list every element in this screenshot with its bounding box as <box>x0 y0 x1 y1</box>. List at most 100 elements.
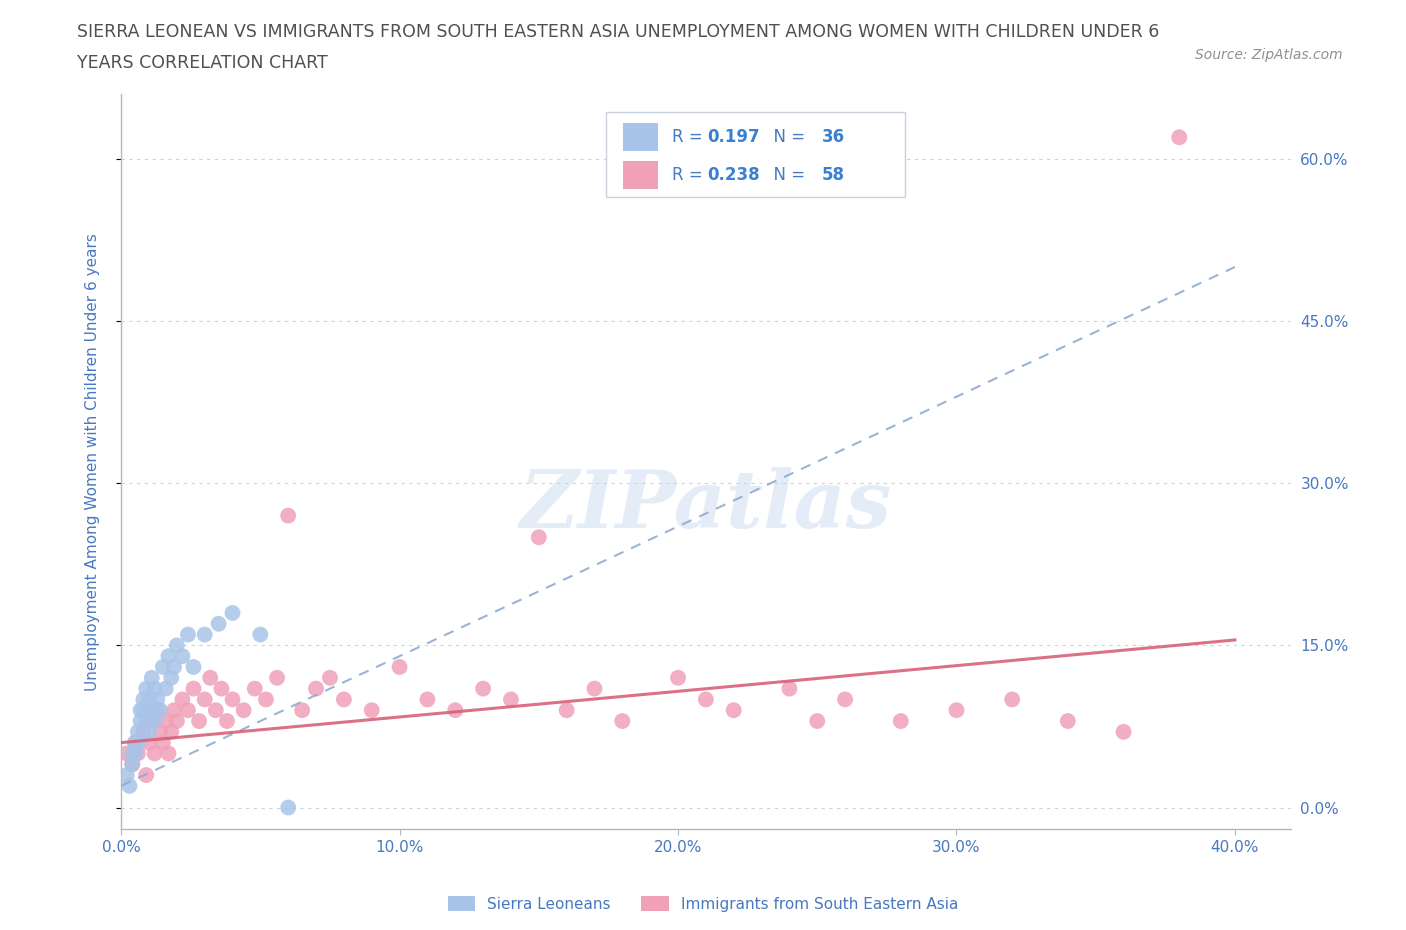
Point <box>177 627 200 642</box>
Point <box>183 681 205 696</box>
Point <box>360 703 382 718</box>
Point <box>254 692 277 707</box>
Point <box>778 681 800 696</box>
Point <box>160 724 183 739</box>
Point <box>527 530 550 545</box>
Point <box>132 703 155 718</box>
Text: 58: 58 <box>821 166 845 184</box>
Point <box>121 757 143 772</box>
Point <box>333 692 356 707</box>
Bar <box>623 123 658 151</box>
Point <box>166 713 188 728</box>
Point <box>146 703 169 718</box>
Point <box>695 692 717 707</box>
Point <box>141 713 163 728</box>
Point <box>583 681 606 696</box>
Bar <box>606 113 904 197</box>
Point <box>305 681 328 696</box>
Point <box>277 508 299 523</box>
Point <box>172 692 194 707</box>
Point <box>121 746 143 761</box>
Point <box>1001 692 1024 707</box>
Point <box>806 713 828 728</box>
Point <box>1168 130 1191 145</box>
Text: SIERRA LEONEAN VS IMMIGRANTS FROM SOUTH EASTERN ASIA UNEMPLOYMENT AMONG WOMEN WI: SIERRA LEONEAN VS IMMIGRANTS FROM SOUTH … <box>77 23 1160 41</box>
Point <box>266 671 288 685</box>
Point <box>204 703 226 718</box>
Point <box>152 736 174 751</box>
Point <box>277 800 299 815</box>
Point <box>121 757 143 772</box>
Point <box>177 703 200 718</box>
Point <box>135 767 157 782</box>
Point <box>129 703 152 718</box>
Point <box>115 746 138 761</box>
Point <box>124 736 146 751</box>
Point <box>141 671 163 685</box>
Point <box>200 671 222 685</box>
Point <box>163 703 186 718</box>
Point <box>132 724 155 739</box>
Point <box>666 671 689 685</box>
Point <box>163 659 186 674</box>
Point <box>124 736 146 751</box>
Point <box>221 605 243 620</box>
Point <box>143 746 166 761</box>
Point <box>249 627 271 642</box>
Point <box>444 703 467 718</box>
Point <box>115 767 138 782</box>
Point <box>132 692 155 707</box>
Point <box>155 681 177 696</box>
Point <box>149 724 172 739</box>
Point <box>194 692 217 707</box>
Point <box>155 713 177 728</box>
Point <box>124 746 146 761</box>
Text: Source: ZipAtlas.com: Source: ZipAtlas.com <box>1195 48 1343 62</box>
Point <box>138 736 160 751</box>
Point <box>146 692 169 707</box>
Text: R =: R = <box>672 127 709 146</box>
Point <box>890 713 912 728</box>
Point <box>209 681 232 696</box>
Point <box>207 617 229 631</box>
Legend: Sierra Leoneans, Immigrants from South Eastern Asia: Sierra Leoneans, Immigrants from South E… <box>441 890 965 918</box>
Point <box>243 681 266 696</box>
Point <box>499 692 522 707</box>
Point <box>612 713 634 728</box>
Point <box>118 778 141 793</box>
Text: YEARS CORRELATION CHART: YEARS CORRELATION CHART <box>77 54 328 72</box>
Point <box>472 681 495 696</box>
Point <box>188 713 211 728</box>
Text: ZIPatlas: ZIPatlas <box>520 467 891 544</box>
Point <box>834 692 856 707</box>
Point <box>215 713 238 728</box>
Text: N =: N = <box>763 166 810 184</box>
Point <box>141 703 163 718</box>
Point <box>138 692 160 707</box>
Point <box>723 703 745 718</box>
Point <box>183 659 205 674</box>
Point <box>143 681 166 696</box>
Point <box>555 703 578 718</box>
Text: 0.238: 0.238 <box>707 166 759 184</box>
Point <box>135 681 157 696</box>
Point <box>135 713 157 728</box>
Point <box>138 724 160 739</box>
Point <box>194 627 217 642</box>
Point <box>127 746 149 761</box>
Point <box>129 713 152 728</box>
Point <box>143 713 166 728</box>
Y-axis label: Unemployment Among Women with Children Under 6 years: Unemployment Among Women with Children U… <box>86 232 100 691</box>
Point <box>1056 713 1078 728</box>
Point <box>149 703 172 718</box>
Bar <box>623 161 658 189</box>
Point <box>319 671 342 685</box>
Point <box>1112 724 1135 739</box>
Point <box>157 746 180 761</box>
Text: R =: R = <box>672 166 709 184</box>
Point <box>166 638 188 653</box>
Point <box>160 671 183 685</box>
Point <box>416 692 439 707</box>
Point <box>172 649 194 664</box>
Point <box>127 736 149 751</box>
